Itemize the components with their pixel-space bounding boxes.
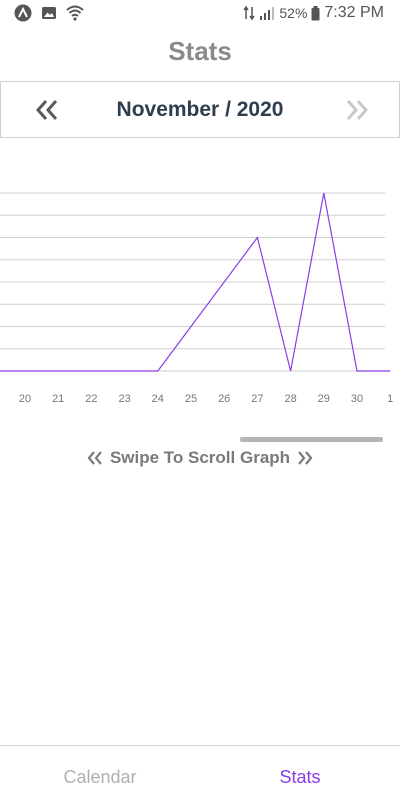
x-tick-label: 24 — [152, 393, 164, 405]
x-tick-label: 1 — [387, 393, 393, 405]
wifi-icon — [66, 5, 84, 21]
swipe-hint: Swipe To Scroll Graph — [0, 445, 400, 471]
image-icon — [42, 7, 56, 19]
x-tick-label: 27 — [251, 393, 263, 405]
tab-calendar[interactable]: Calendar — [63, 767, 137, 787]
data-transfer-icon — [243, 5, 255, 21]
double-chevron-right-icon[interactable] — [339, 92, 375, 128]
month-label: November / 2020 — [116, 98, 284, 121]
double-chevron-left-icon — [87, 451, 102, 465]
signal-icon — [260, 7, 275, 20]
x-tick-label: 20 — [19, 393, 31, 405]
bottom-navigation: Calendar Stats — [0, 745, 400, 800]
x-tick-label: 30 — [351, 393, 363, 405]
swipe-hint-label: Swipe To Scroll Graph — [109, 448, 291, 467]
battery-icon — [311, 5, 320, 20]
x-tick-label: 28 — [284, 393, 296, 405]
graph-scrollbar[interactable] — [240, 437, 383, 442]
battery-percent: 52% — [279, 5, 308, 21]
series-line — [0, 192, 391, 372]
stats-line-chart[interactable]: 20 21 22 23 24 25 26 27 28 29 30 1 — [0, 170, 400, 420]
x-tick-label: 29 — [318, 393, 330, 405]
month-navigator: November / 2020 — [0, 81, 400, 138]
tab-stats[interactable]: Stats — [279, 767, 321, 787]
x-tick-label: 26 — [218, 393, 230, 405]
status-time: 7:32 PM — [324, 4, 384, 21]
x-tick-label: 22 — [85, 393, 97, 405]
status-bar: 52% 7:32 PM — [0, 0, 400, 28]
page-title: Stats — [168, 36, 232, 66]
x-tick-label: 23 — [118, 393, 130, 405]
x-tick-label: 21 — [52, 393, 64, 405]
x-tick-label: 25 — [185, 393, 197, 405]
double-chevron-left-icon[interactable] — [29, 92, 65, 128]
double-chevron-right-icon — [298, 451, 313, 465]
app-logo-icon — [14, 4, 32, 22]
